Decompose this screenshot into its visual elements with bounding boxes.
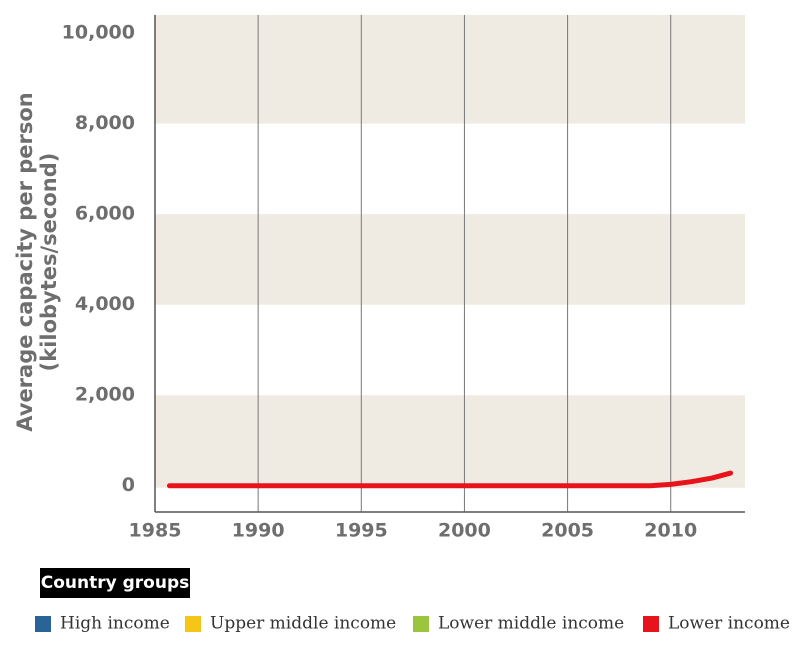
x-tick-label: 1995 (335, 520, 388, 542)
y-axis-label-line: Average capacity per person (13, 92, 37, 432)
line (166, 470, 734, 489)
x-tick-label: 1985 (129, 520, 182, 542)
legend-swatch (643, 616, 659, 632)
y-tick-label: 0 (122, 474, 135, 496)
band (155, 15, 745, 124)
x-tick-label: 2000 (438, 520, 491, 542)
band (155, 395, 745, 488)
y-axis-label-line: (kilobytes/second) (37, 153, 61, 372)
y-tick-label: 2,000 (75, 384, 135, 406)
legend-label: Upper middle income (210, 614, 396, 634)
y-tick-label: 6,000 (75, 203, 135, 225)
plot (166, 470, 734, 489)
legend-swatch (35, 616, 51, 632)
x-tick-label: 2005 (541, 520, 594, 542)
y-axis-label: Average capacity per person (kilobytes/s… (13, 92, 61, 432)
grid (257, 15, 672, 512)
x-tick-label: 2010 (644, 520, 697, 542)
band (155, 214, 745, 305)
legend-title-box (40, 568, 190, 598)
legend-label: Lower middle income (438, 614, 624, 634)
y-tick-label: 4,000 (75, 293, 135, 315)
bands (155, 15, 745, 488)
legend-swatch (185, 616, 201, 632)
legend-title: Country groups (41, 573, 190, 593)
legend-label: High income (60, 614, 170, 634)
legend-label: Lower income (668, 614, 790, 634)
y-tick-label: 8,000 (75, 112, 135, 134)
y-tick-label: 10,000 (62, 22, 135, 44)
x-tick-label: 1990 (232, 520, 285, 542)
legend-swatch (413, 616, 429, 632)
